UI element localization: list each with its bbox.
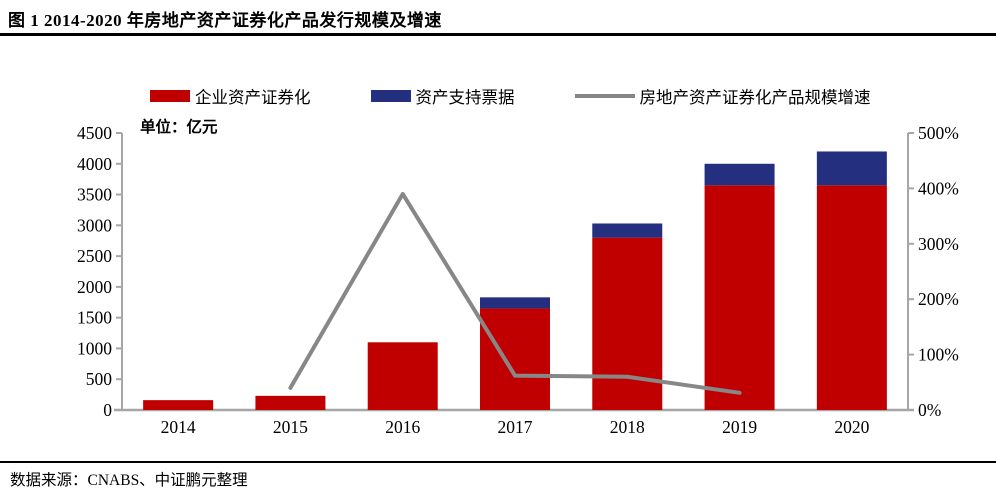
y-axis-left-label: 3500 [77, 185, 112, 205]
legend-item-growth-line: 房地产资产证券化产品规模增速 [574, 84, 871, 108]
x-axis-label: 2019 [722, 417, 757, 437]
bar-segment-2020 [816, 185, 887, 410]
y-axis-left-label: 3000 [77, 215, 112, 235]
data-source: 数据来源：CNABS、中证鹏元整理 [10, 472, 248, 489]
y-axis-right-label: 400% [918, 178, 959, 198]
bar-segment-2014 [143, 400, 214, 410]
figure-title: 图 1 2014-2020 年房地产资产证券化产品发行规模及增速 [8, 11, 442, 30]
x-axis-label: 2015 [273, 417, 308, 437]
y-axis-left-label: 2000 [77, 277, 112, 297]
x-axis-label: 2017 [498, 417, 533, 437]
x-axis-label: 2014 [161, 417, 196, 437]
y-axis-right-label: 500% [918, 123, 959, 143]
y-axis-left-label: 4000 [77, 154, 112, 174]
legend-bar-swatch-red-icon [150, 90, 190, 102]
title-divider [0, 33, 996, 36]
y-axis-right-label: 0% [918, 400, 941, 420]
y-axis-left-label: 1000 [77, 338, 112, 358]
bar-segment-2020 [816, 151, 887, 186]
bar-segment-2018 [592, 237, 663, 410]
legend-label-growth: 房地产资产证券化产品规模增速 [639, 88, 871, 107]
legend-item-abn: 资产支持票据 [370, 84, 515, 108]
bar-segment-2018 [592, 223, 663, 238]
unit-label: 单位：亿元 [140, 119, 218, 136]
y-axis-left-label: 2500 [77, 246, 112, 266]
footer-divider [0, 461, 996, 463]
x-axis-label: 2016 [385, 417, 420, 437]
y-axis-left-label: 4500 [77, 123, 112, 143]
legend-label-abn: 资产支持票据 [415, 88, 515, 107]
legend-item-enterprise-abs: 企业资产证券化 [150, 84, 311, 108]
y-axis-left-label: 1500 [77, 308, 112, 328]
growth-rate-line [288, 191, 742, 395]
y-axis-right-label: 300% [918, 234, 959, 254]
bar-segment-2017 [480, 297, 550, 309]
bar-segment-2015 [255, 395, 326, 410]
bar-segment-2019 [704, 163, 775, 186]
y-axis-right-label: 200% [918, 289, 959, 309]
bar-segment-2016 [367, 342, 438, 410]
legend-line-swatch-icon [574, 93, 635, 99]
bar-segment-2019 [704, 185, 775, 410]
y-axis-right-label: 100% [918, 345, 959, 365]
y-axis-left-label: 0 [103, 400, 112, 420]
x-axis-label: 2018 [610, 417, 645, 437]
chart-legend: 企业资产证券化 资产支持票据 房地产资产证券化产品规模增速 [150, 84, 871, 108]
bar-segment-2017 [480, 308, 550, 410]
legend-label-enterprise-abs: 企业资产证券化 [195, 88, 311, 107]
x-axis-label: 2020 [834, 417, 869, 437]
y-axis-left-label: 500 [86, 369, 113, 389]
legend-bar-swatch-blue-icon [370, 90, 411, 102]
